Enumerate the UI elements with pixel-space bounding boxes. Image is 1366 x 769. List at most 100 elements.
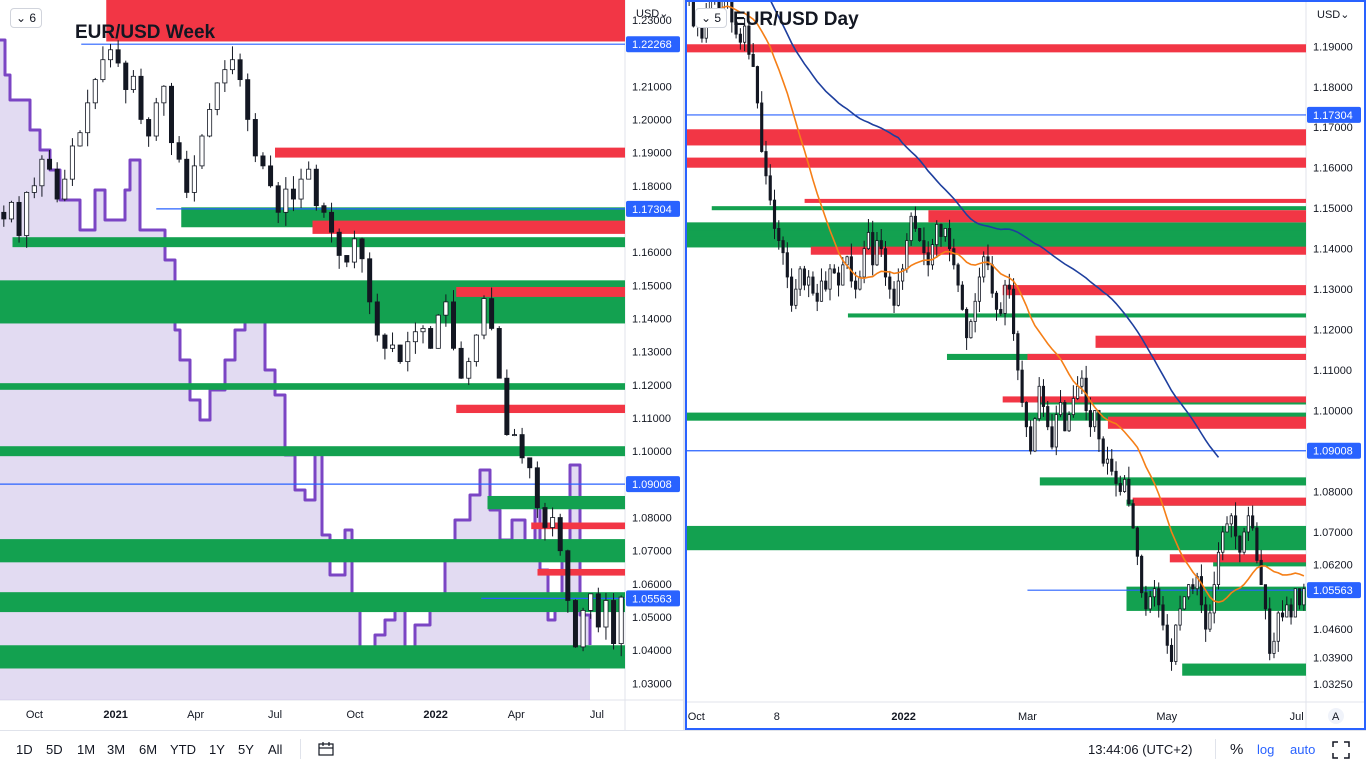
- candle-body: [1088, 410, 1092, 428]
- candle-body: [527, 457, 533, 469]
- support-zone: [0, 645, 625, 669]
- price-tick-label: 1.12000: [632, 380, 672, 392]
- resistance-zone: [1169, 554, 1306, 563]
- candle-body: [47, 158, 53, 170]
- candle-body: [92, 79, 98, 104]
- resistance-zone: [1002, 396, 1306, 403]
- candle-body: [260, 155, 266, 167]
- candle-body: [306, 168, 312, 180]
- time-tick-label: 8: [774, 711, 780, 723]
- candle-body: [1054, 414, 1058, 448]
- timeframe-all[interactable]: All: [268, 742, 283, 757]
- candle-body: [31, 185, 37, 193]
- candle-body: [777, 228, 781, 241]
- candle-body: [1242, 531, 1246, 553]
- support-zone: [0, 280, 625, 324]
- candle-body: [1298, 588, 1302, 606]
- candle-body: [841, 264, 845, 286]
- candle-body: [1058, 402, 1063, 416]
- timeframe-ytd[interactable]: YTD: [170, 742, 196, 757]
- candle-body: [990, 264, 994, 294]
- pane-tag-label: 5: [714, 11, 722, 25]
- candle-body: [1003, 284, 1007, 314]
- candle-body: [802, 268, 806, 286]
- candle-body: [130, 75, 136, 90]
- candle-body: [1187, 584, 1191, 598]
- percent-scale-toggle[interactable]: %: [1230, 741, 1244, 758]
- candle-body: [245, 79, 251, 120]
- fullscreen-icon[interactable]: [1332, 741, 1350, 759]
- price-level-tag-label: 1.05563: [1313, 585, 1353, 597]
- candle-body: [428, 328, 434, 349]
- candle-body: [866, 232, 871, 250]
- weekly-chart-canvas[interactable]: 1.23000 1.22268 1.21000 1.20000 1.19000 1.180…: [0, 0, 683, 730]
- candle-body: [836, 272, 841, 286]
- timeframe-6m[interactable]: 6M: [139, 742, 158, 757]
- price-tick-label: 1.18000: [632, 181, 672, 193]
- log-scale-toggle[interactable]: log: [1257, 742, 1275, 757]
- support-zone: [1213, 560, 1306, 567]
- price-tick-label: 1.06200: [1313, 559, 1353, 571]
- pane-layout-button[interactable]: ⌄ 6: [10, 8, 43, 28]
- time-tick-label: Jul: [268, 709, 282, 721]
- resistance-zone: [1002, 285, 1306, 296]
- candle-body: [580, 610, 586, 648]
- candle-body: [519, 434, 525, 459]
- price-tick-label: 1.20000: [632, 114, 672, 126]
- timeframe-5y[interactable]: 5Y: [238, 742, 254, 757]
- candle-body: [1122, 478, 1127, 492]
- timeframe-1m[interactable]: 1M: [77, 742, 96, 757]
- candle-body: [595, 593, 601, 628]
- candle-body: [153, 102, 159, 137]
- candle-body: [504, 377, 510, 435]
- timeframe-1d[interactable]: 1D: [16, 742, 33, 757]
- pane-layout-button[interactable]: ⌄ 5: [695, 8, 728, 28]
- candle-body: [39, 158, 45, 187]
- resistance-zone: [687, 129, 1306, 146]
- candle-body: [896, 280, 900, 306]
- currency-label: USD: [636, 8, 660, 20]
- candle-body: [918, 228, 922, 241]
- candle-body: [871, 232, 875, 266]
- price-tick-label: 1.18000: [1313, 82, 1353, 94]
- currency-label: USD: [1317, 9, 1341, 21]
- auto-scale-toggle[interactable]: auto: [1290, 742, 1316, 757]
- candle-body: [550, 517, 556, 528]
- candle-body: [16, 201, 22, 236]
- currency-selector[interactable]: USD⌄: [1317, 8, 1349, 21]
- timeframe-5d[interactable]: 5D: [46, 742, 63, 757]
- candle-body: [781, 240, 785, 254]
- candle-body: [1272, 640, 1276, 654]
- candle-body: [1127, 478, 1131, 505]
- candle-body: [738, 33, 742, 43]
- candle-body: [1199, 576, 1203, 606]
- support-zone: [487, 495, 625, 510]
- weekly-chart-pane[interactable]: 1.23000 1.22268 1.21000 1.20000 1.19000 1.180…: [0, 0, 683, 730]
- candle-body: [359, 238, 365, 260]
- pane-divider[interactable]: [683, 0, 685, 730]
- candle-body: [77, 132, 83, 147]
- candle-body: [496, 328, 502, 379]
- candle-body: [1020, 369, 1024, 403]
- date-range-icon[interactable]: [317, 741, 335, 757]
- candle-body: [1302, 588, 1306, 606]
- candle-body: [222, 69, 228, 84]
- candle-body: [138, 75, 144, 120]
- timeframe-3m[interactable]: 3M: [107, 742, 126, 757]
- clock-display[interactable]: 13:44:06 (UTC+2): [1088, 742, 1193, 757]
- timeframe-1y[interactable]: 1Y: [209, 742, 225, 757]
- candle-body: [603, 600, 609, 628]
- candle-body: [298, 178, 304, 200]
- candle-body: [947, 228, 952, 250]
- candle-body: [1140, 555, 1144, 594]
- candle-body: [862, 248, 866, 278]
- price-tick-label: 1.07000: [632, 546, 672, 558]
- candle-body: [542, 507, 548, 528]
- daily-chart-pane[interactable]: 1.19000 1.18000 1.17304 1.17000 1.16000 1.150…: [685, 0, 1366, 730]
- candle-body: [875, 240, 879, 266]
- candle-body: [1191, 584, 1195, 590]
- support-zone: [0, 383, 625, 390]
- price-level-tag-label: 1.17304: [1313, 110, 1353, 122]
- currency-selector[interactable]: USD⌄: [636, 7, 668, 20]
